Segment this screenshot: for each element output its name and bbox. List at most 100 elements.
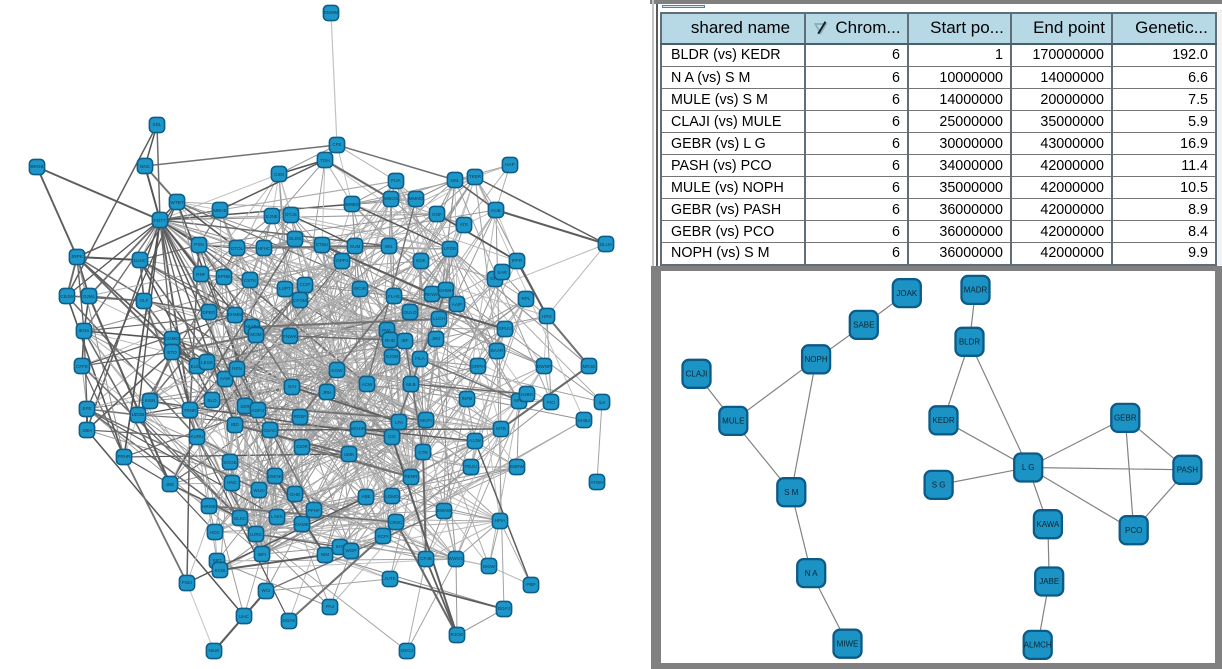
svg-text:RERR: RERR <box>404 474 418 479</box>
svg-text:GIOR: GIOR <box>296 444 308 449</box>
svg-text:SABE: SABE <box>853 321 874 330</box>
svg-text:TRNR: TRNR <box>184 408 197 413</box>
svg-text:KUB: KUB <box>491 208 500 213</box>
svg-text:GEBR: GEBR <box>1114 414 1137 423</box>
svg-text:WIL: WIL <box>385 244 394 249</box>
svg-text:CCIP: CCIP <box>300 282 311 287</box>
svg-text:OSAC: OSAC <box>263 428 277 433</box>
svg-text:NIM: NIM <box>321 552 330 557</box>
svg-text:MIWE: MIWE <box>837 639 859 648</box>
svg-text:LLCH: LLCH <box>433 316 445 321</box>
svg-text:LDMO: LDMO <box>385 494 399 499</box>
svg-text:HPG: HPG <box>542 314 552 319</box>
svg-text:LPDD: LPDD <box>444 246 457 251</box>
svg-text:RPL: RPL <box>522 296 531 301</box>
svg-text:MMMD: MMMD <box>409 196 424 201</box>
svg-text:CIC: CIC <box>388 434 397 439</box>
svg-text:MBHB: MBHB <box>213 208 226 213</box>
svg-text:PRHR: PRHR <box>117 454 131 459</box>
svg-text:MULE: MULE <box>722 417 744 426</box>
svg-text:WCIR: WCIR <box>354 286 367 291</box>
svg-text:CSN: CSN <box>274 172 284 177</box>
svg-text:MADR: MADR <box>964 286 988 295</box>
svg-text:DMOK: DMOK <box>268 474 283 479</box>
svg-text:OLF: OLF <box>140 298 149 303</box>
svg-text:MTB: MTB <box>496 426 506 431</box>
svg-text:PBP: PBP <box>526 582 535 587</box>
svg-text:REN: REN <box>232 366 242 371</box>
svg-text:CFFE: CFFE <box>76 364 88 369</box>
svg-text:HJBO: HJBO <box>521 392 534 397</box>
svg-text:NRMK: NRMK <box>202 504 216 509</box>
svg-text:CDMG: CDMG <box>165 336 179 341</box>
svg-text:DGPJ: DGPJ <box>498 606 510 611</box>
svg-text:EHMM: EHMM <box>228 312 242 317</box>
svg-text:BLDR: BLDR <box>959 338 981 347</box>
svg-text:NLMH: NLMH <box>245 324 258 329</box>
svg-text:FNWK: FNWK <box>283 334 297 339</box>
svg-text:CFE: CFE <box>332 142 341 147</box>
svg-text:DTJS: DTJS <box>285 212 296 217</box>
svg-text:KGW: KGW <box>332 368 344 373</box>
svg-text:BWAW: BWAW <box>437 508 452 513</box>
svg-text:UJRC: UJRC <box>250 532 263 537</box>
svg-text:RCPI: RCPI <box>378 534 389 539</box>
svg-text:HPIA: HPIA <box>495 518 507 523</box>
svg-text:WOP: WOP <box>346 548 357 553</box>
svg-text:PEJU: PEJU <box>465 464 477 469</box>
svg-text:WCI: WCI <box>262 588 271 593</box>
svg-text:UHC: UHC <box>239 614 250 619</box>
svg-text:HDC: HDC <box>210 530 221 535</box>
svg-text:UMK: UMK <box>344 452 355 457</box>
svg-text:JDE: JDE <box>166 482 175 487</box>
svg-text:SER: SER <box>240 404 250 409</box>
svg-text:DOAK: DOAK <box>282 618 296 623</box>
svg-text:EKIW: EKIW <box>483 564 495 569</box>
svg-text:RKWH: RKWH <box>425 292 439 297</box>
svg-text:HAP: HAP <box>505 162 514 167</box>
svg-text:JOAK: JOAK <box>896 289 918 298</box>
svg-text:N A: N A <box>805 569 819 578</box>
svg-text:CLAJI: CLAJI <box>686 370 708 379</box>
svg-text:PFHF: PFHF <box>308 508 320 513</box>
svg-text:CTBU: CTBU <box>316 242 329 247</box>
svg-text:GHMH: GHMH <box>439 288 453 293</box>
svg-text:IBFI: IBFI <box>258 552 266 557</box>
svg-text:CPJB: CPJB <box>420 556 432 561</box>
svg-text:ILK: ILK <box>599 400 607 405</box>
svg-text:PWL: PWL <box>382 328 392 333</box>
svg-text:GAI: GAI <box>288 384 296 389</box>
svg-text:CSTK: CSTK <box>244 278 257 283</box>
svg-text:ETO: ETO <box>167 350 177 355</box>
svg-text:JRPK: JRPK <box>71 254 84 259</box>
svg-text:SRT: SRT <box>212 558 221 563</box>
svg-text:KAWA: KAWA <box>1036 520 1060 529</box>
svg-text:HNC: HNC <box>227 480 238 485</box>
svg-text:ATE: ATE <box>460 222 469 227</box>
svg-text:S M: S M <box>784 488 799 497</box>
svg-text:RNF: RNF <box>196 272 206 277</box>
svg-text:FNCI: FNCI <box>182 580 193 585</box>
svg-text:BAAR: BAAR <box>491 348 504 353</box>
svg-text:GOF: GOF <box>432 212 442 217</box>
svg-text:MOM: MOM <box>250 332 261 337</box>
svg-text:GRPH: GRPH <box>471 364 484 369</box>
svg-text:SAR: SAR <box>497 270 507 275</box>
svg-text:DLUA: DLUA <box>600 242 613 247</box>
svg-text:DPBG: DPBG <box>202 310 215 315</box>
svg-text:FLHS: FLHS <box>388 294 400 299</box>
svg-text:OJML: OJML <box>83 294 96 299</box>
svg-text:CRSC: CRSC <box>389 520 403 525</box>
svg-text:RRSP: RRSP <box>294 414 307 419</box>
svg-text:AAIP: AAIP <box>452 302 462 307</box>
svg-text:MRJ: MRJ <box>514 398 523 403</box>
svg-text:SBH: SBH <box>82 428 91 433</box>
svg-text:BLO: BLO <box>207 398 217 403</box>
svg-text:AAW: AAW <box>220 376 231 381</box>
svg-text:HFHC: HFHC <box>258 246 271 251</box>
svg-text:GLDS: GLDS <box>289 236 302 241</box>
svg-text:WTBT: WTBT <box>170 200 183 205</box>
svg-text:KISN: KISN <box>145 398 156 403</box>
svg-text:UDSB: UDSB <box>132 412 145 417</box>
svg-text:IHG: IHG <box>336 544 345 549</box>
